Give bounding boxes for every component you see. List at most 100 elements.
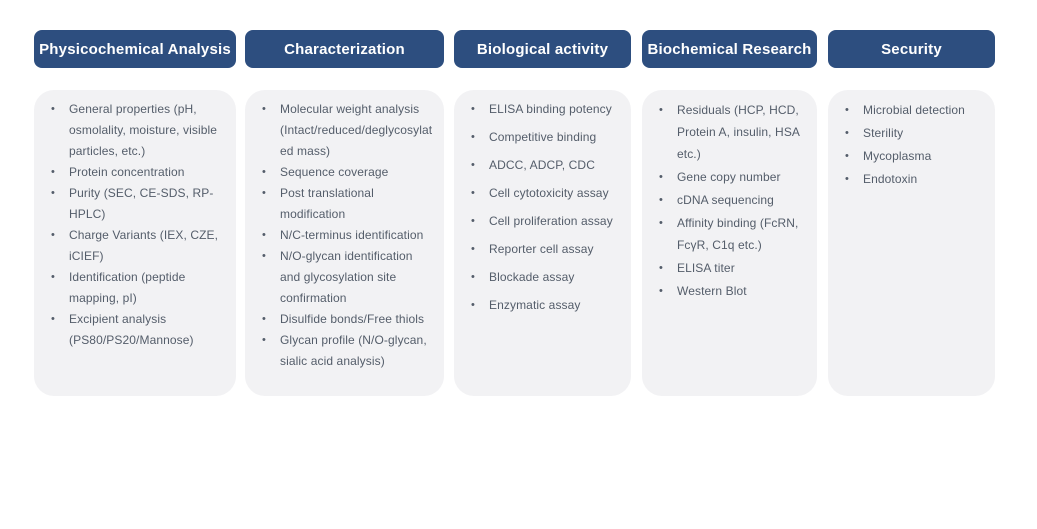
bullet-icon: • — [659, 285, 663, 297]
bullet-icon: • — [51, 229, 55, 241]
list-item: • Affinity binding (FcRN, FcγR, C1q etc.) — [657, 212, 809, 256]
category-title: Biochemical Research — [647, 40, 812, 58]
bullet-icon: • — [471, 131, 475, 143]
item-text: ELISA titer — [677, 261, 735, 275]
item-text: ADCC, ADCP, CDC — [489, 158, 595, 172]
item-text: N/C-terminus identification — [280, 228, 424, 242]
list-item: • Western Blot — [657, 280, 809, 302]
bullet-icon: • — [471, 299, 475, 311]
bullet-icon: • — [51, 103, 55, 115]
list-item: • Molecular weight analysis (Intact/reduc… — [260, 99, 436, 162]
category-board: Physicochemical Analysis • General propert… — [34, 30, 995, 396]
list-item: • Blockade assay — [469, 267, 623, 288]
list-item: • Gene copy number — [657, 166, 809, 188]
category-item-list: • ELISA binding potency • Competitive bindi… — [469, 99, 623, 316]
item-text: Enzymatic assay — [489, 298, 581, 312]
bullet-icon: • — [659, 171, 663, 183]
bullet-icon: • — [471, 159, 475, 171]
bullet-icon: • — [471, 103, 475, 115]
bullet-icon: • — [471, 243, 475, 255]
category-header: Characterization — [245, 30, 444, 68]
bullet-icon: • — [845, 127, 849, 139]
category-item-list: • Molecular weight analysis (Intact/reduc… — [260, 99, 436, 372]
list-item: • cDNA sequencing — [657, 189, 809, 211]
list-item: • Microbial detection — [843, 99, 987, 121]
bullet-icon: • — [262, 166, 266, 178]
list-item: • ADCC, ADCP, CDC — [469, 155, 623, 176]
list-item: • Charge Variants (IEX, CZE, iCIEF) — [49, 225, 228, 267]
list-item: • Disulfide bonds/Free thiols — [260, 309, 436, 330]
item-text: Western Blot — [677, 284, 747, 298]
bullet-icon: • — [262, 250, 266, 262]
item-text: Endotoxin — [863, 172, 918, 186]
item-text: Cell proliferation assay — [489, 214, 613, 228]
category-column-biochemical-research: Biochemical Research • Residuals (HCP, HCD… — [642, 30, 817, 396]
category-item-list: • Residuals (HCP, HCD, Protein A, insulin… — [657, 99, 809, 302]
category-title: Physicochemical Analysis — [39, 40, 231, 58]
list-item: • Competitive binding — [469, 127, 623, 148]
item-text: Microbial detection — [863, 103, 965, 117]
category-column-biological-activity: Biological activity • ELISA binding potenc… — [454, 30, 631, 396]
item-text: Cell cytotoxicity assay — [489, 186, 609, 200]
list-item: • Cell proliferation assay — [469, 211, 623, 232]
bullet-icon: • — [262, 313, 266, 325]
bullet-icon: • — [659, 217, 663, 229]
item-text: Sequence coverage — [280, 165, 389, 179]
list-item: • Sterility — [843, 122, 987, 144]
list-item: • Residuals (HCP, HCD, Protein A, insulin… — [657, 99, 809, 165]
bullet-icon: • — [659, 104, 663, 116]
bullet-icon: • — [471, 215, 475, 227]
category-column-security: Security • Microbial detection • Sterility • M… — [828, 30, 995, 396]
item-text: Post translational modification — [280, 186, 374, 221]
category-card: • ELISA binding potency • Competitive bindi… — [454, 90, 631, 396]
list-item: • Protein concentration — [49, 162, 228, 183]
item-text: Excipient analysis (PS80/PS20/Mannose) — [69, 312, 194, 347]
bullet-icon: • — [51, 187, 55, 199]
list-item: • Mycoplasma — [843, 145, 987, 167]
category-header: Security — [828, 30, 995, 68]
bullet-icon: • — [471, 187, 475, 199]
item-text: Affinity binding (FcRN, FcγR, C1q etc.) — [677, 216, 799, 252]
list-item: • ELISA binding potency — [469, 99, 623, 120]
list-item: • Glycan profile (N/O-glycan, sialic acid… — [260, 330, 436, 372]
category-title: Biological activity — [476, 40, 609, 58]
item-text: Glycan profile (N/O-glycan, sialic acid … — [280, 333, 427, 368]
category-item-list: • General properties (pH, osmolality, moi… — [49, 99, 228, 351]
category-column-characterization: Characterization • Molecular weight analys… — [245, 30, 444, 396]
category-header: Biochemical Research — [642, 30, 817, 68]
list-item: • N/C-terminus identification — [260, 225, 436, 246]
item-text: Reporter cell assay — [489, 242, 594, 256]
category-title: Characterization — [284, 40, 405, 58]
bullet-icon: • — [845, 173, 849, 185]
category-header: Biological activity — [454, 30, 631, 68]
bullet-icon: • — [845, 150, 849, 162]
list-item: • General properties (pH, osmolality, moi… — [49, 99, 228, 162]
bullet-icon: • — [471, 271, 475, 283]
category-title: Security — [881, 40, 942, 58]
category-item-list: • Microbial detection • Sterility • Mycoplasm… — [843, 99, 987, 190]
category-header: Physicochemical Analysis — [34, 30, 236, 68]
item-text: Purity (SEC, CE-SDS, RP-HPLC) — [69, 186, 214, 221]
category-card: • Microbial detection • Sterility • Mycoplasm… — [828, 90, 995, 396]
bullet-icon: • — [845, 104, 849, 116]
item-text: Protein concentration — [69, 165, 185, 179]
list-item: • ELISA titer — [657, 257, 809, 279]
bullet-icon: • — [51, 313, 55, 325]
item-text: ELISA binding potency — [489, 102, 612, 116]
list-item: • Excipient analysis (PS80/PS20/Mannose) — [49, 309, 228, 351]
bullet-icon: • — [262, 103, 266, 115]
bullet-icon: • — [659, 194, 663, 206]
list-item: • Identification (peptide mapping, pI) — [49, 267, 228, 309]
list-item: • Purity (SEC, CE-SDS, RP-HPLC) — [49, 183, 228, 225]
item-text: Sterility — [863, 126, 904, 140]
item-text: General properties (pH, osmolality, mois… — [69, 102, 218, 158]
list-item: • Endotoxin — [843, 168, 987, 190]
list-item: • Cell cytotoxicity assay — [469, 183, 623, 204]
item-text: Gene copy number — [677, 170, 781, 184]
list-item: • Sequence coverage — [260, 162, 436, 183]
item-text: Identification (peptide mapping, pI) — [69, 270, 186, 305]
bullet-icon: • — [51, 271, 55, 283]
list-item: • Enzymatic assay — [469, 295, 623, 316]
category-card: • General properties (pH, osmolality, moi… — [34, 90, 236, 396]
item-text: Charge Variants (IEX, CZE, iCIEF) — [69, 228, 219, 263]
